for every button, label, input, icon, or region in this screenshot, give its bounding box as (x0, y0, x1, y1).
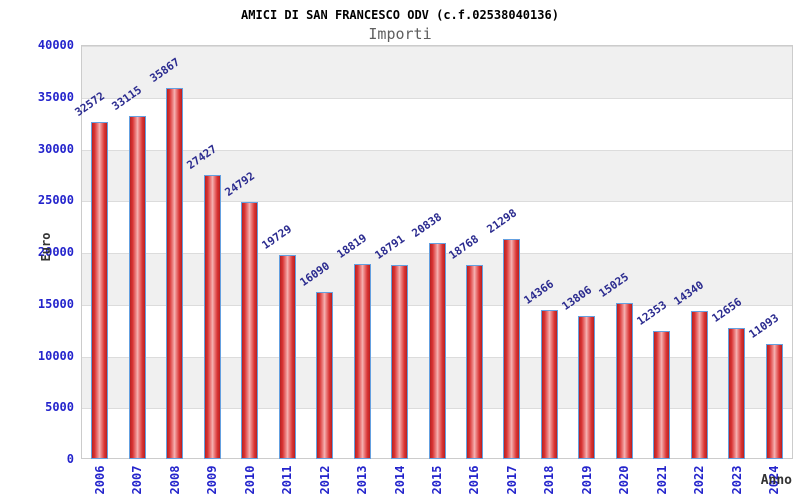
gridline (82, 201, 792, 203)
x-tick-label: 2014 (392, 465, 407, 495)
bar-2015 (428, 243, 446, 459)
grid-band (82, 98, 792, 150)
x-tick-label: 2010 (242, 465, 257, 495)
x-tick-label: 2021 (654, 465, 669, 495)
y-tick-label: 30000 (37, 141, 74, 156)
plot-area (81, 45, 793, 459)
bar-2023 (728, 328, 746, 459)
bar-2022 (690, 310, 708, 459)
bar-2016 (465, 264, 483, 459)
x-tick-label: 2008 (167, 465, 182, 495)
y-tick-label: 20000 (37, 245, 74, 259)
y-tick-label: 25000 (37, 193, 74, 208)
x-tick-label: 2013 (355, 465, 370, 495)
bar-2021 (653, 331, 671, 459)
y-tick-label: 15000 (37, 296, 74, 311)
grid-band (82, 46, 792, 98)
x-tick-label: 2016 (467, 465, 482, 495)
bar-2024 (765, 344, 783, 459)
x-tick-label: 2018 (542, 465, 557, 495)
bar-2013 (353, 264, 371, 459)
x-tick-label: 2022 (692, 465, 707, 495)
y-tick-label: 40000 (37, 38, 74, 52)
gridline (82, 149, 792, 151)
x-tick-label: 2019 (579, 465, 594, 495)
x-tick-label: 2015 (430, 465, 444, 495)
bar-2018 (540, 310, 558, 459)
x-tick-label: 2017 (504, 465, 519, 495)
bar-2012 (316, 292, 334, 459)
x-tick-label: 2023 (729, 465, 744, 495)
bar-2011 (278, 254, 296, 459)
y-tick-label: 10000 (37, 348, 74, 363)
bar-2017 (503, 238, 521, 459)
x-tick-label: 2012 (317, 465, 332, 495)
bar-2006 (91, 121, 109, 459)
x-tick-label: 2007 (130, 465, 145, 495)
x-tick-label: 2011 (280, 465, 295, 495)
y-tick-label: 0 (66, 452, 74, 466)
y-tick-label: 35000 (37, 89, 74, 104)
bar-2007 (128, 116, 146, 459)
bar-2014 (391, 264, 409, 459)
chart-title: AMICI DI SAN FRANCESCO ODV (c.f.02538040… (241, 8, 559, 22)
gridline (82, 46, 792, 47)
bar-2019 (578, 316, 596, 459)
chart-subtitle: Importi (368, 25, 432, 43)
bar-2020 (615, 303, 633, 459)
x-tick-label: 2009 (205, 465, 220, 495)
x-tick-label: 2006 (92, 465, 107, 495)
y-tick-label: 5000 (45, 400, 74, 415)
x-tick-label: 2020 (617, 465, 632, 495)
grid-band (82, 149, 792, 202)
y-axis-title: Euro (39, 232, 53, 262)
bar-2008 (166, 87, 184, 459)
bar-2009 (203, 175, 221, 459)
bar-2010 (241, 202, 259, 459)
gridline (82, 97, 792, 99)
x-axis-title: Anno (760, 473, 792, 488)
